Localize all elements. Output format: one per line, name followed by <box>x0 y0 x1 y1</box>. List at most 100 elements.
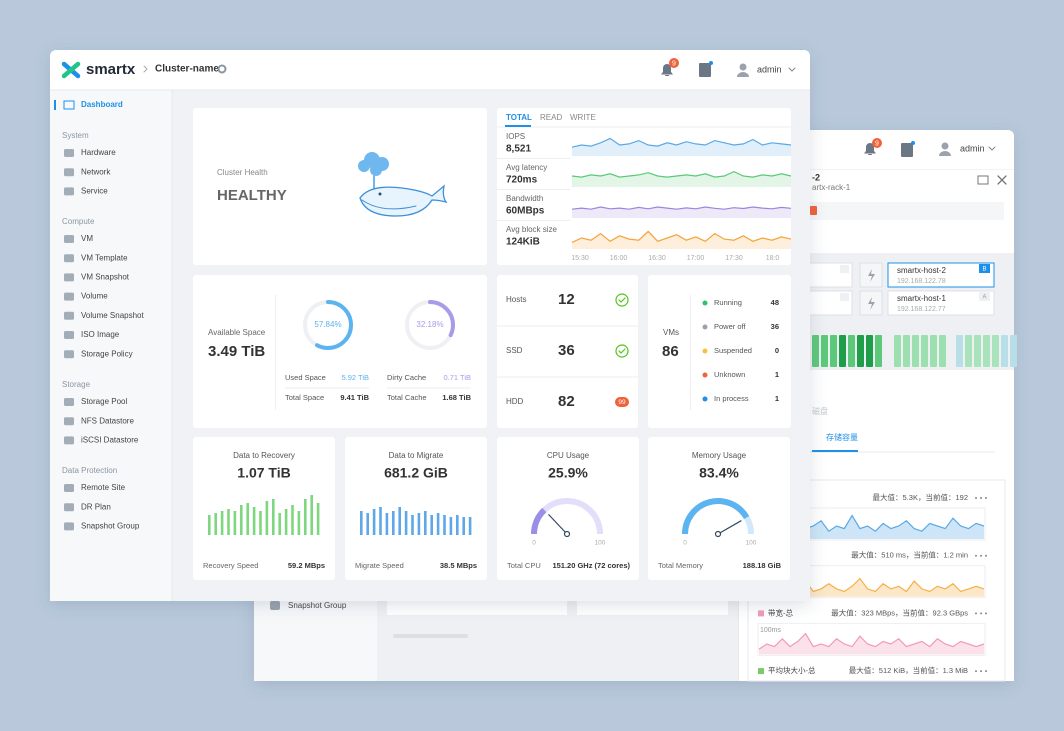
legend-swatch <box>758 610 764 617</box>
chart-line-area <box>759 515 984 539</box>
gauge-max: 100 <box>595 540 606 547</box>
menu-item[interactable]: Snapshot Group <box>288 601 347 610</box>
stat-footer-label: Migrate Speed <box>355 561 404 570</box>
gauge-hub <box>714 530 722 538</box>
menu-item[interactable]: NFS Datastore <box>81 416 134 425</box>
ring-total-name: Total Space <box>285 393 324 402</box>
state-name: Running <box>714 298 742 307</box>
capacity-value: 3.49 TiB <box>208 343 265 360</box>
ok-icon <box>618 297 626 303</box>
disk-tile <box>974 335 981 367</box>
menu-icon <box>64 398 74 406</box>
chevron <box>988 146 996 151</box>
menu-item[interactable]: VM <box>81 234 93 243</box>
menu-item[interactable]: Hardware <box>81 148 116 157</box>
menu-icon <box>64 149 74 157</box>
menu-item[interactable]: Network <box>81 167 111 176</box>
more-icon <box>985 554 987 557</box>
menu-icon <box>63 100 75 110</box>
menu-item[interactable]: Dashboard <box>81 100 123 109</box>
card <box>193 108 487 265</box>
chart-stats: 最大值：5.3K，当前值：192 <box>873 492 968 502</box>
menu-icon <box>64 436 74 445</box>
chart-line-area <box>759 633 984 655</box>
card <box>648 275 791 428</box>
bell-icon <box>864 143 876 155</box>
sparkline-area <box>572 171 791 187</box>
ring-total-name: Total Cache <box>387 393 427 402</box>
tab[interactable]: READ <box>540 113 562 122</box>
ring-label: 32.18% <box>416 320 443 329</box>
disk-tile <box>992 335 999 367</box>
tab[interactable]: 存储容量 <box>826 432 858 442</box>
tab[interactable]: WRITE <box>570 113 596 122</box>
avatar <box>737 72 749 77</box>
cluster-name[interactable]: Cluster-name <box>155 64 219 75</box>
menu-item[interactable]: iSCSI Datastore <box>81 436 139 445</box>
menu-icon <box>64 484 74 492</box>
disk-tile <box>965 335 972 367</box>
menu-item[interactable]: Remote Site <box>81 483 126 492</box>
user-name[interactable]: admin <box>960 143 985 153</box>
chart-line <box>758 632 985 650</box>
state-dot <box>702 372 708 378</box>
bar <box>443 515 446 535</box>
disk-tile <box>857 335 864 367</box>
bar <box>304 499 307 535</box>
dot <box>911 141 915 145</box>
bar <box>259 511 262 535</box>
disk-tile <box>830 335 837 367</box>
ok-icon <box>615 293 629 307</box>
disk-tile <box>983 335 990 367</box>
menu-icon <box>64 522 74 531</box>
gauge-title: CPU Usage <box>547 451 590 460</box>
bar <box>220 511 224 535</box>
gauge-min: 0 <box>532 540 536 547</box>
disk-tile <box>930 335 937 367</box>
gauge-footer-value: 188.18 GiB <box>743 561 782 570</box>
badge-count: 9 <box>672 60 676 67</box>
ok-icon <box>615 344 629 358</box>
host-name: smartx-host-1 <box>897 294 946 303</box>
disk-tile <box>812 335 819 367</box>
grid-icon <box>901 143 913 157</box>
bar <box>252 507 256 535</box>
stat-title: Data to Migrate <box>389 451 444 460</box>
gauge-value: 25.9% <box>548 465 588 481</box>
menu-item[interactable]: ISO Image <box>81 330 120 339</box>
slot-tag <box>840 293 849 301</box>
menu-item[interactable]: Snapshot Group <box>81 522 140 531</box>
tab-underline <box>812 450 858 452</box>
menu-item[interactable]: DR Plan <box>81 502 111 511</box>
chart-stats: 最大值：323 MBps，当前值：92.3 GBps <box>831 607 968 617</box>
close-icon <box>997 175 1007 185</box>
tab[interactable]: TOTAL <box>506 113 532 122</box>
menu-item[interactable]: VM Snapshot <box>81 273 130 282</box>
more-icon <box>980 612 982 615</box>
gauge-arc <box>531 507 547 535</box>
menu-item[interactable]: Service <box>81 187 108 196</box>
host-stat-value: 36 <box>558 342 575 359</box>
menu-item[interactable]: Volume Snapshot <box>81 311 144 320</box>
bar <box>462 517 465 535</box>
disk-tile <box>848 335 855 367</box>
bar <box>208 515 211 535</box>
ring <box>303 300 353 350</box>
disk-tile <box>912 335 919 367</box>
bar <box>379 507 382 535</box>
bar <box>430 515 433 535</box>
bar <box>366 513 369 535</box>
menu-item[interactable]: Storage Pool <box>81 397 127 406</box>
menu-item[interactable]: VM Template <box>81 253 128 262</box>
bar <box>360 511 363 535</box>
user-name[interactable]: admin <box>757 64 782 74</box>
more-icon <box>975 497 977 499</box>
menu-item[interactable]: Volume <box>81 292 108 301</box>
menu-group: Storage <box>62 380 91 389</box>
more-icon <box>975 670 977 673</box>
ring-label: 57.84% <box>314 320 341 329</box>
menu-item[interactable]: Storage Policy <box>81 349 133 358</box>
bar <box>310 495 313 535</box>
whale-spout <box>370 164 382 176</box>
host-badge-bg <box>979 292 990 301</box>
